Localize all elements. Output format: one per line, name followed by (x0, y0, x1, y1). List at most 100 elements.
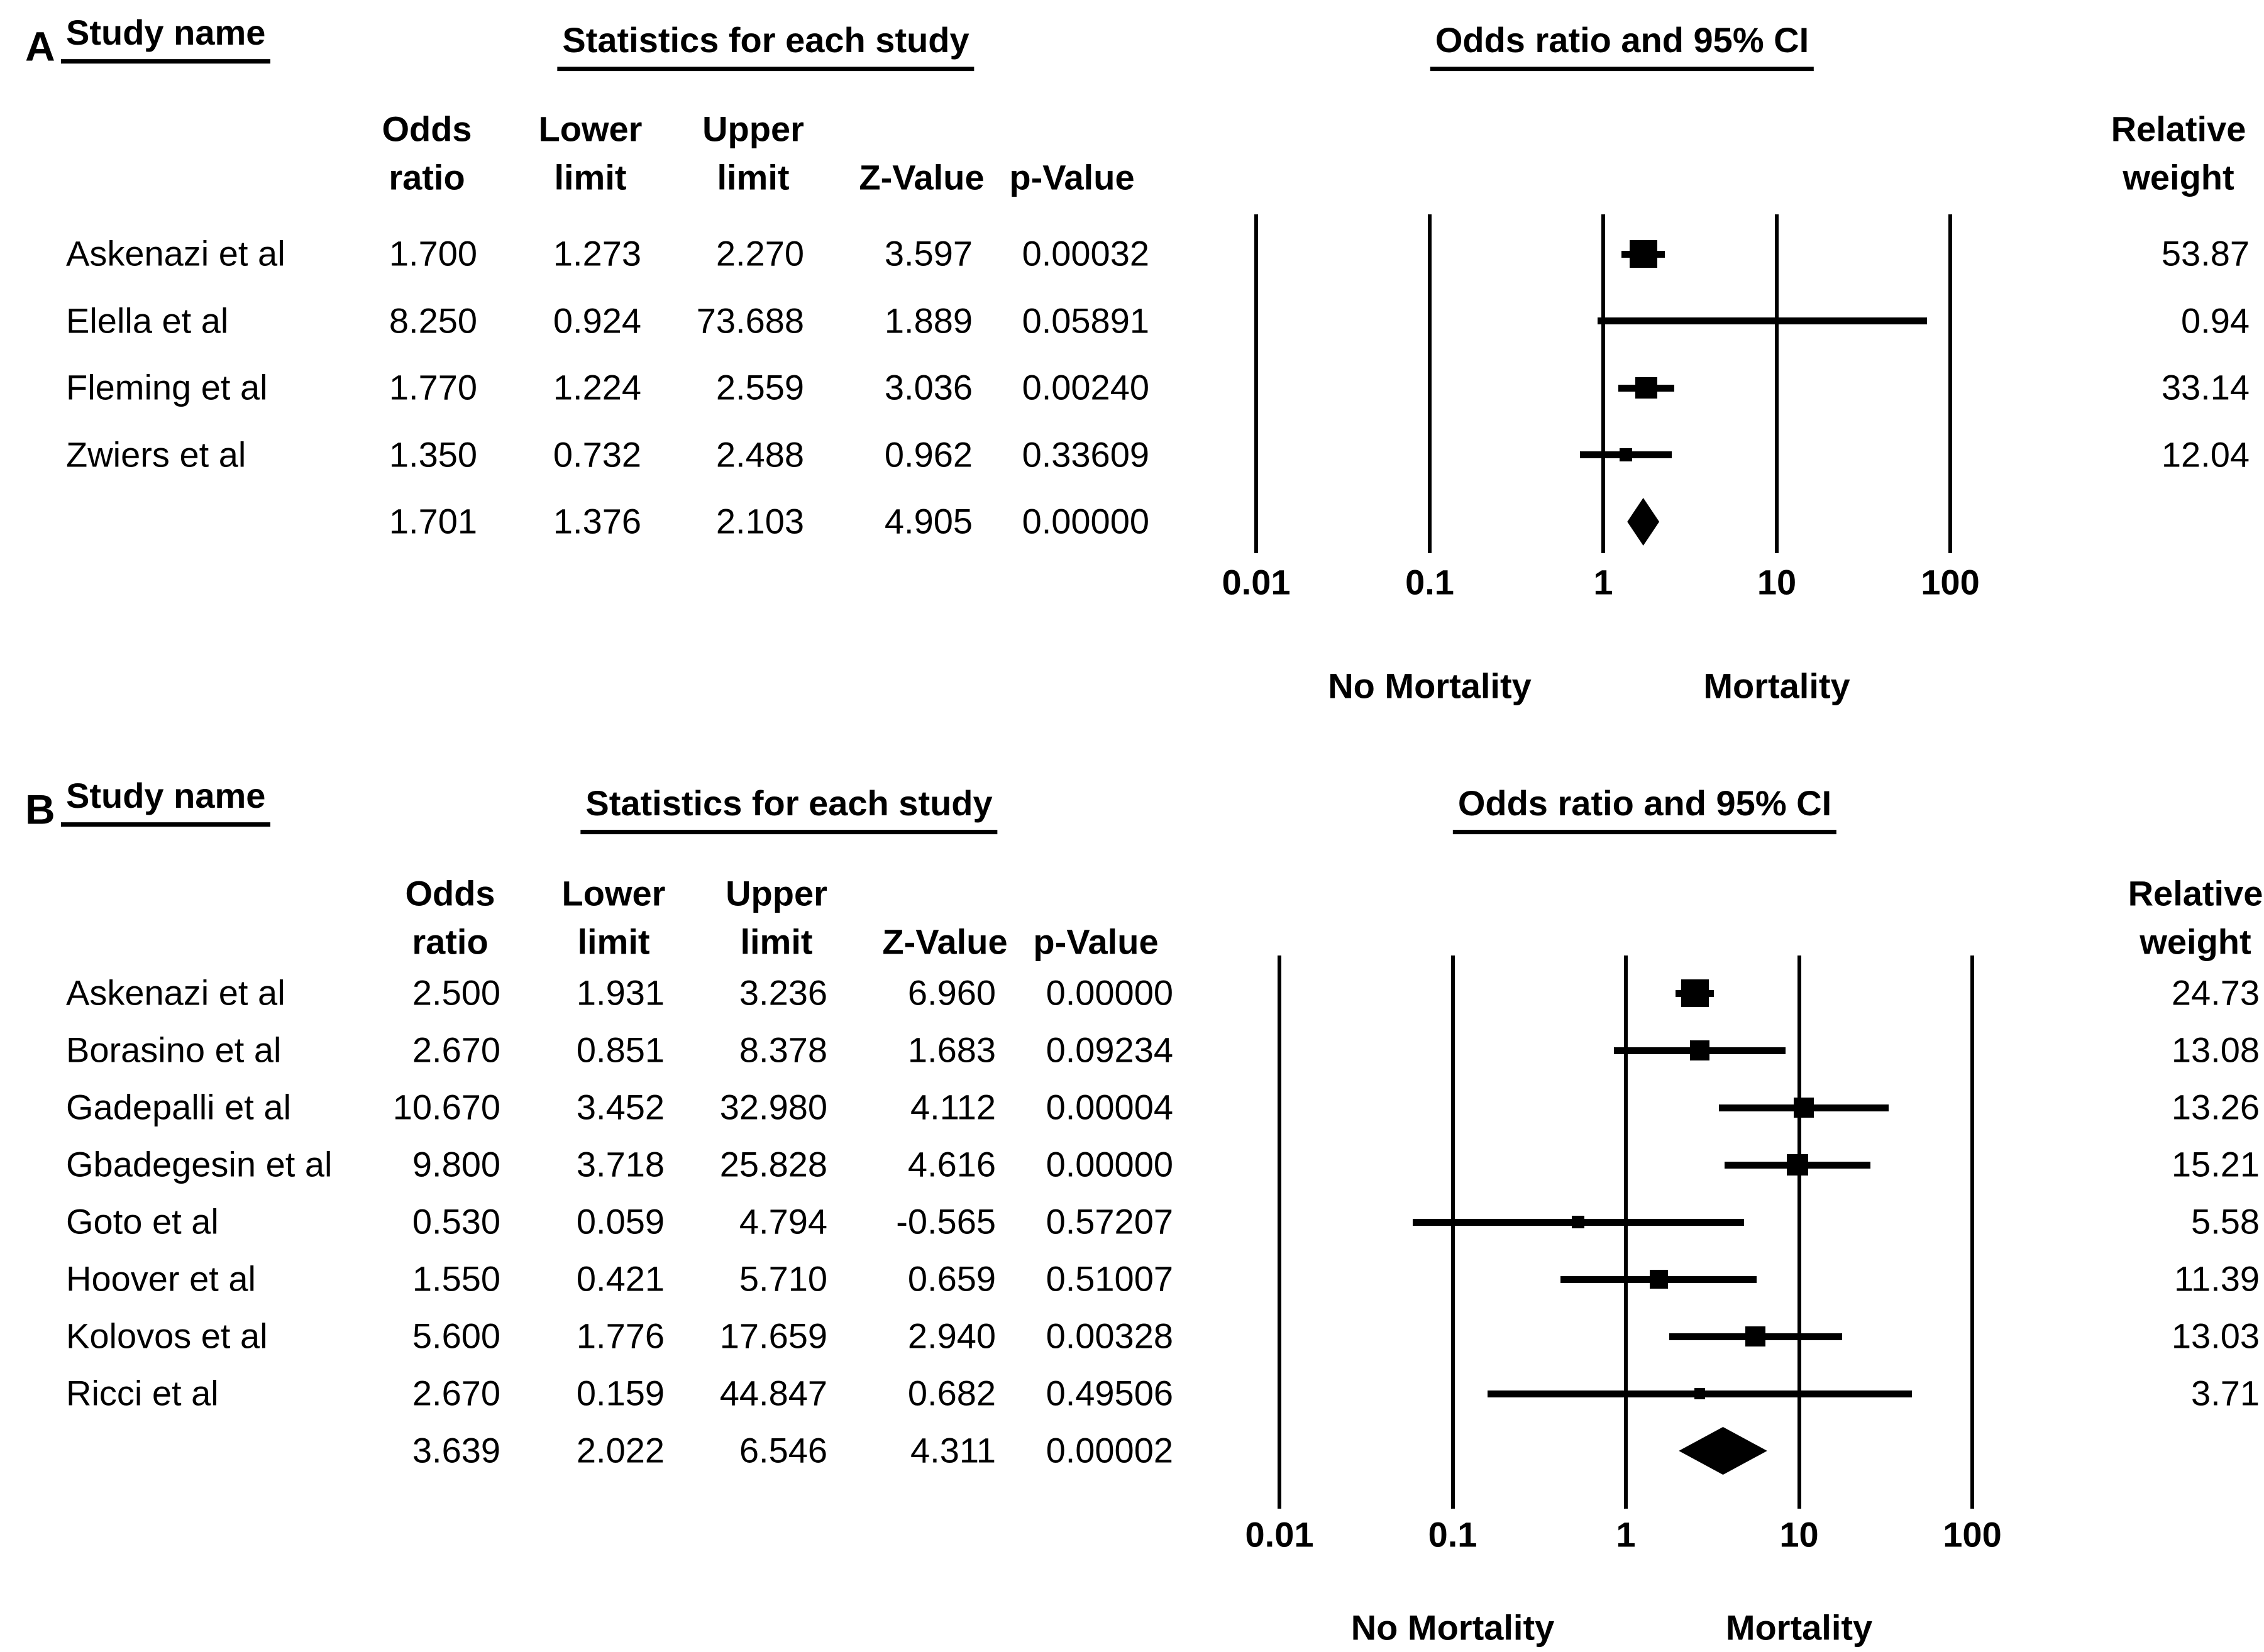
plot-gridline (1254, 214, 1258, 553)
upper-limit-header-line1: Upper (726, 873, 827, 913)
upper-limit-value: 2.270 (715, 233, 804, 273)
odds-ratio-value: 1.550 (412, 1258, 500, 1299)
axis-tick-label: 100 (1921, 562, 1980, 602)
lower-limit-value: 0.851 (576, 1030, 665, 1070)
z-value: 0.962 (884, 434, 973, 475)
study-name: Elella et al (66, 300, 229, 341)
p-value: 0.09234 (1046, 1030, 1173, 1070)
lower-limit-value: 1.224 (553, 367, 641, 407)
lower-limit-value: 1.776 (576, 1316, 665, 1356)
upper-limit-value: 4.794 (739, 1201, 827, 1242)
axis-tick-label: 0.1 (1428, 1514, 1477, 1555)
odds-ratio-marker (1786, 1154, 1809, 1176)
z-value: 4.616 (907, 1144, 996, 1184)
odds-ratio-marker (1745, 1326, 1766, 1346)
axis-tick-label: 10 (1779, 1514, 1819, 1555)
plot-gridline (1278, 955, 1281, 1509)
z-value-header: Z-Value (882, 922, 1008, 962)
lower-limit-header-line1: Lower (538, 109, 643, 149)
z-value: 4.905 (884, 501, 973, 541)
upper-limit-value: 73.688 (696, 300, 804, 341)
odds-ratio-value: 1.350 (389, 434, 477, 475)
p-value: 0.49506 (1046, 1373, 1173, 1413)
odds-ratio-marker (1571, 1215, 1585, 1229)
axis-left-label: No Mortality (1328, 666, 1532, 706)
axis-right-label: Mortality (1725, 1607, 1873, 1648)
stats-title: Statistics for each study (557, 21, 975, 71)
upper-limit-value: 17.659 (719, 1316, 827, 1356)
odds-ratio-header-line1: Odds (405, 873, 495, 913)
relative-weight-header-line1: Relative (2128, 873, 2263, 913)
lower-limit-header-line2: limit (577, 922, 650, 962)
relative-weight-value: 33.14 (2161, 367, 2250, 407)
study-name: Goto et al (66, 1201, 219, 1242)
lower-limit-value: 2.022 (576, 1430, 665, 1470)
p-value: 0.00328 (1046, 1316, 1173, 1356)
lower-limit-value: 0.159 (576, 1373, 665, 1413)
p-value: 0.00004 (1046, 1087, 1173, 1127)
odds-ratio-value: 2.500 (412, 972, 500, 1013)
relative-weight-value: 24.73 (2171, 972, 2260, 1013)
upper-limit-value: 2.559 (715, 367, 804, 407)
p-value: 0.57207 (1046, 1201, 1173, 1242)
study-name: Hoover et al (66, 1258, 256, 1299)
z-value: 6.960 (907, 972, 996, 1013)
odds-ratio-marker (1681, 979, 1709, 1007)
summary-diamond (1679, 1427, 1767, 1475)
p-value-header: p-Value (1009, 157, 1135, 197)
axis-tick-label: 0.01 (1245, 1514, 1314, 1555)
odds-ratio-header-line1: Odds (382, 109, 472, 149)
upper-limit-value: 44.847 (719, 1373, 827, 1413)
p-value: 0.00240 (1022, 367, 1149, 407)
p-value: 0.00000 (1046, 972, 1173, 1013)
p-value: 0.33609 (1022, 434, 1149, 475)
plot-title: Odds ratio and 95% CI (1452, 785, 1837, 834)
axis-right-label: Mortality (1703, 666, 1850, 706)
odds-ratio-marker (1635, 377, 1657, 399)
upper-limit-value: 2.488 (715, 434, 804, 475)
p-value: 0.00002 (1046, 1430, 1173, 1470)
odds-ratio-marker (1689, 1040, 1710, 1060)
upper-limit-value: 2.103 (715, 501, 804, 541)
plot-title: Odds ratio and 95% CI (1430, 21, 1814, 71)
plot-gridline (1601, 214, 1605, 553)
p-value: 0.00000 (1022, 501, 1149, 541)
p-value: 0.05891 (1022, 300, 1149, 341)
z-value: 0.659 (907, 1258, 996, 1299)
odds-ratio-value: 5.600 (412, 1316, 500, 1356)
upper-limit-value: 3.236 (739, 972, 827, 1013)
relative-weight-value: 15.21 (2171, 1144, 2260, 1184)
p-value: 0.51007 (1046, 1258, 1173, 1299)
lower-limit-value: 1.376 (553, 501, 641, 541)
upper-limit-header-line1: Upper (702, 109, 804, 149)
lower-limit-value: 3.452 (576, 1087, 665, 1127)
relative-weight-value: 13.03 (2171, 1316, 2260, 1356)
study-name: Askenazi et al (66, 972, 285, 1013)
odds-ratio-marker (1694, 1388, 1705, 1399)
relative-weight-value: 13.26 (2171, 1087, 2260, 1127)
stats-title: Statistics for each study (580, 785, 998, 834)
upper-limit-header-line2: limit (717, 157, 790, 197)
study-name: Fleming et al (66, 367, 268, 407)
study-name: Ricci et al (66, 1373, 219, 1413)
odds-ratio-marker (1794, 1097, 1814, 1118)
axis-tick-label: 10 (1757, 562, 1797, 602)
lower-limit-value: 0.924 (553, 300, 641, 341)
upper-limit-value: 32.980 (719, 1087, 827, 1127)
odds-ratio-marker (1619, 448, 1633, 461)
lower-limit-header-line1: Lower (561, 873, 666, 913)
axis-tick-label: 0.1 (1405, 562, 1454, 602)
odds-ratio-value: 1.700 (389, 233, 477, 273)
relative-weight-value: 5.58 (2191, 1201, 2260, 1242)
panel-label: B (25, 786, 55, 833)
odds-ratio-marker (1649, 1270, 1669, 1289)
plot-gridline (1948, 214, 1952, 553)
odds-ratio-header-line2: ratio (389, 157, 465, 197)
axis-tick-label: 1 (1593, 562, 1613, 602)
z-value: 0.682 (907, 1373, 996, 1413)
z-value: 2.940 (907, 1316, 996, 1356)
axis-left-label: No Mortality (1350, 1607, 1555, 1648)
odds-ratio-value: 8.250 (389, 300, 477, 341)
relative-weight-value: 53.87 (2161, 233, 2250, 273)
plot-gridline (1970, 955, 1974, 1509)
